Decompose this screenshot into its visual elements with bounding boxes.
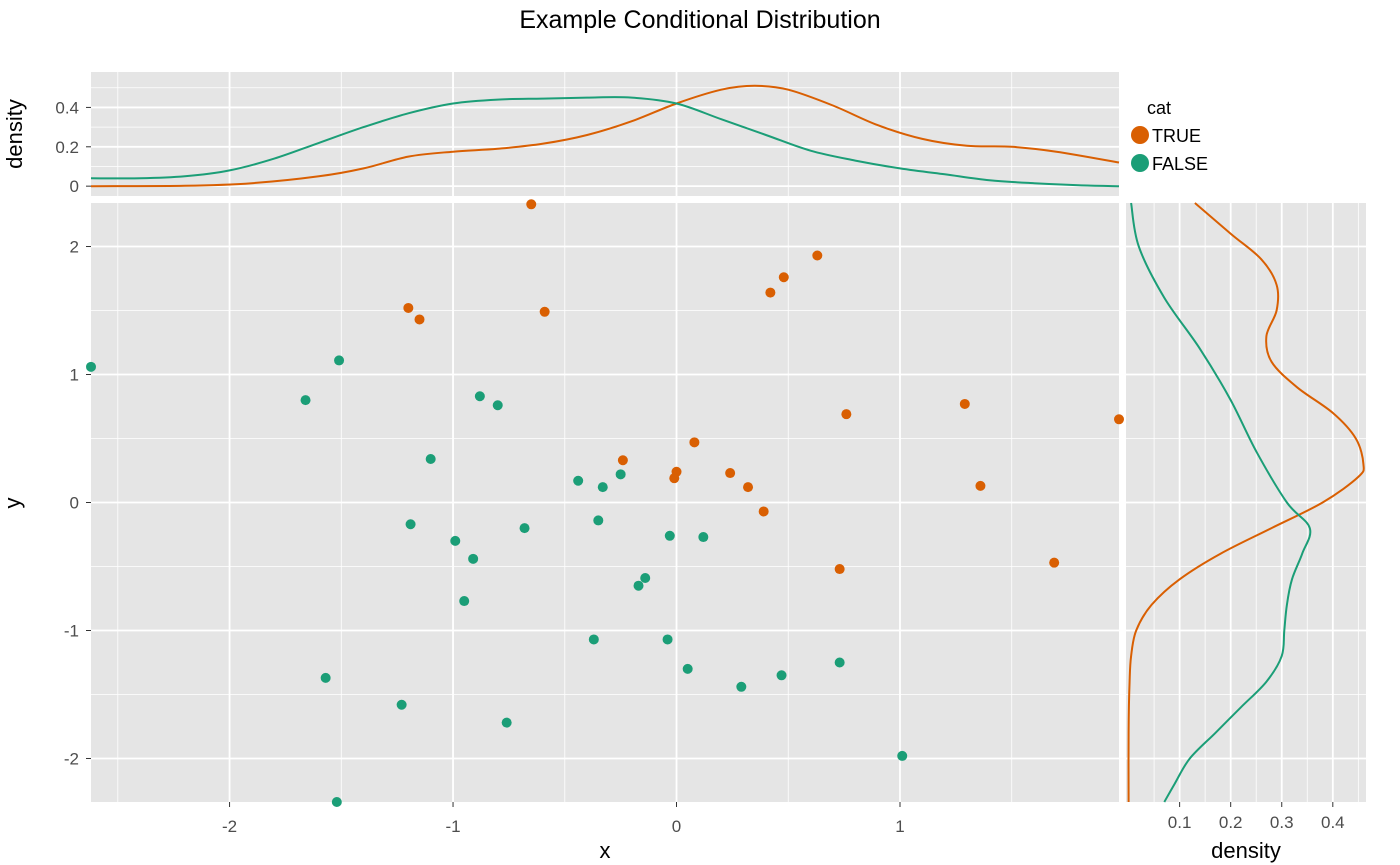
scatter-point-true <box>975 480 986 491</box>
scatter-point-true <box>526 199 537 210</box>
scatter-point-true <box>959 398 970 409</box>
scatter-point-false <box>897 750 908 761</box>
scatter-point-true <box>812 250 823 261</box>
scatter-point-true <box>765 287 776 298</box>
chart-title: Example Conditional Distribution <box>519 6 880 34</box>
scatter-point-false <box>425 453 436 464</box>
scatter-point-false <box>662 634 673 645</box>
x-density-y-tick-label: 0.4 <box>55 98 79 117</box>
y-axis-label: y <box>0 498 25 509</box>
scatter-point-true <box>778 272 789 283</box>
scatter-point-false <box>588 634 599 645</box>
scatter-point-false <box>320 672 331 683</box>
scatter-point-false <box>736 681 747 692</box>
scatter-point-false <box>331 797 342 807</box>
x-axis-label: x <box>600 838 611 863</box>
scatter-point-false <box>501 717 512 728</box>
scatter-point-true <box>1114 414 1124 425</box>
scatter-point-false <box>698 532 709 543</box>
y-density-x-tick-label: 0.2 <box>1219 813 1243 832</box>
x-density-curve-false <box>90 96 1120 188</box>
scatter-point-false <box>615 469 626 480</box>
y-density-panel <box>1126 202 1366 803</box>
scatter-point-false <box>640 573 651 584</box>
scatter-point-false <box>405 519 416 530</box>
scatter-point-false <box>633 580 644 591</box>
x-tick-label: -1 <box>445 817 460 836</box>
y-density-x-tick-label: 0.3 <box>1270 813 1294 832</box>
scatter-point-true <box>841 409 852 420</box>
scatter-point-false <box>664 530 675 541</box>
scatter-point-true <box>539 306 550 317</box>
legend-key-true <box>1131 126 1149 144</box>
scatter-point-false <box>682 663 693 674</box>
scatter-point-false <box>776 670 787 681</box>
y-tick-label: 0 <box>70 494 79 513</box>
x-tick-label: 1 <box>895 817 904 836</box>
y-tick-label: 2 <box>70 238 79 257</box>
legend-label-false: FALSE <box>1152 154 1208 174</box>
legend: cat TRUE FALSE <box>1131 98 1208 174</box>
legend-key-false <box>1131 154 1149 172</box>
scatter-point-true <box>403 302 414 313</box>
y-density-x-tick-label: 0.1 <box>1168 813 1192 832</box>
scatter-point-true <box>617 455 628 466</box>
x-tick-label: 0 <box>672 817 681 836</box>
x-tick-label: -2 <box>222 817 237 836</box>
y-density-curve-true <box>1127 202 1365 803</box>
scatter-point-false <box>468 553 479 564</box>
scatter-point-true <box>689 437 700 448</box>
scatter-panel <box>86 199 1124 807</box>
scatter-point-false <box>593 515 604 526</box>
y-tick-label: 1 <box>70 366 79 385</box>
scatter-point-true <box>725 468 736 479</box>
legend-title: cat <box>1147 98 1171 118</box>
x-density-y-tick-label: 0.2 <box>55 138 79 157</box>
scatter-point-false <box>86 361 96 372</box>
scatter-point-true <box>669 473 680 484</box>
x-density-y-tick-label: 0 <box>70 177 79 196</box>
scatter-point-false <box>396 699 407 710</box>
scatter-point-true <box>743 482 754 493</box>
scatter-point-false <box>492 400 503 411</box>
scatter-point-true <box>414 314 425 325</box>
scatter-point-false <box>573 475 584 486</box>
y-tick-label: -2 <box>64 749 79 768</box>
scatter-point-false <box>474 391 485 402</box>
y-density-xlabel: density <box>1211 838 1281 863</box>
x-density-curve-true <box>90 84 1120 188</box>
scatter-point-true <box>1049 557 1060 568</box>
scatter-point-false <box>597 482 608 493</box>
scatter-point-false <box>519 523 530 534</box>
x-density-ylabel: density <box>2 99 27 169</box>
scatter-point-false <box>834 657 845 668</box>
scatter-point-false <box>459 596 470 607</box>
scatter-point-false <box>334 355 345 366</box>
legend-label-true: TRUE <box>1152 126 1201 146</box>
scatter-point-false <box>300 395 311 406</box>
y-tick-label: -1 <box>64 621 79 640</box>
scatter-point-true <box>834 564 845 575</box>
x-density-panel <box>90 72 1120 196</box>
scatter-point-false <box>450 535 461 546</box>
y-density-curve-false <box>1130 202 1312 803</box>
y-density-x-tick-label: 0.4 <box>1321 813 1345 832</box>
scatter-point-true <box>758 506 769 517</box>
